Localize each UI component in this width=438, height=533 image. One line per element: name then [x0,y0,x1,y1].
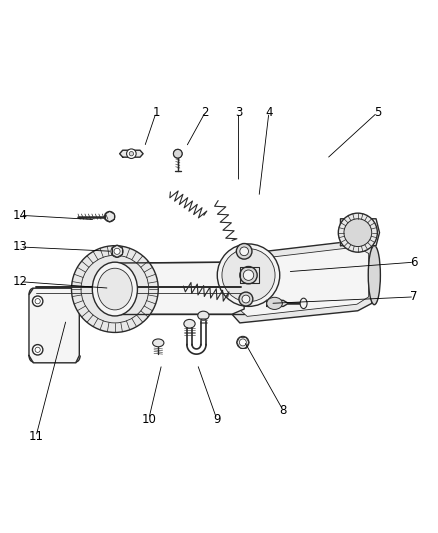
Ellipse shape [71,246,158,333]
Ellipse shape [184,319,195,328]
Ellipse shape [152,339,164,347]
Ellipse shape [173,149,182,158]
Ellipse shape [237,336,249,349]
Text: 8: 8 [279,404,287,417]
Ellipse shape [344,219,372,247]
Text: 13: 13 [13,240,28,254]
Ellipse shape [338,213,378,252]
Ellipse shape [240,247,248,256]
Ellipse shape [35,347,40,352]
Polygon shape [29,288,79,363]
Text: 14: 14 [13,209,28,222]
Polygon shape [240,266,259,283]
Ellipse shape [98,268,132,310]
Ellipse shape [32,296,43,306]
Ellipse shape [173,149,182,158]
Ellipse shape [242,295,250,303]
Text: 6: 6 [410,256,418,269]
Ellipse shape [267,297,283,310]
Ellipse shape [240,266,257,284]
Text: 11: 11 [28,430,43,443]
Text: 5: 5 [374,106,381,119]
Text: 7: 7 [410,290,418,303]
Ellipse shape [239,292,253,306]
Ellipse shape [111,245,123,257]
Ellipse shape [198,311,209,320]
Ellipse shape [243,270,254,280]
Text: 4: 4 [265,106,272,119]
Ellipse shape [300,298,307,309]
Ellipse shape [237,244,252,259]
Polygon shape [232,240,374,323]
Polygon shape [267,300,288,306]
Ellipse shape [129,151,134,156]
Ellipse shape [217,244,280,306]
Ellipse shape [368,246,380,305]
Polygon shape [240,247,369,317]
Text: 3: 3 [235,106,242,119]
Text: 12: 12 [13,275,28,288]
Polygon shape [340,219,379,246]
Ellipse shape [92,262,138,316]
Ellipse shape [35,298,40,304]
Polygon shape [120,150,143,157]
Ellipse shape [240,339,246,346]
Polygon shape [114,262,244,314]
Ellipse shape [95,270,134,309]
Text: 1: 1 [152,106,160,119]
Text: 2: 2 [201,106,209,119]
Text: 10: 10 [141,413,156,426]
Ellipse shape [222,248,275,302]
Ellipse shape [127,149,136,158]
Ellipse shape [32,345,43,355]
Ellipse shape [114,248,120,254]
Ellipse shape [105,212,115,222]
Text: 9: 9 [213,413,221,426]
